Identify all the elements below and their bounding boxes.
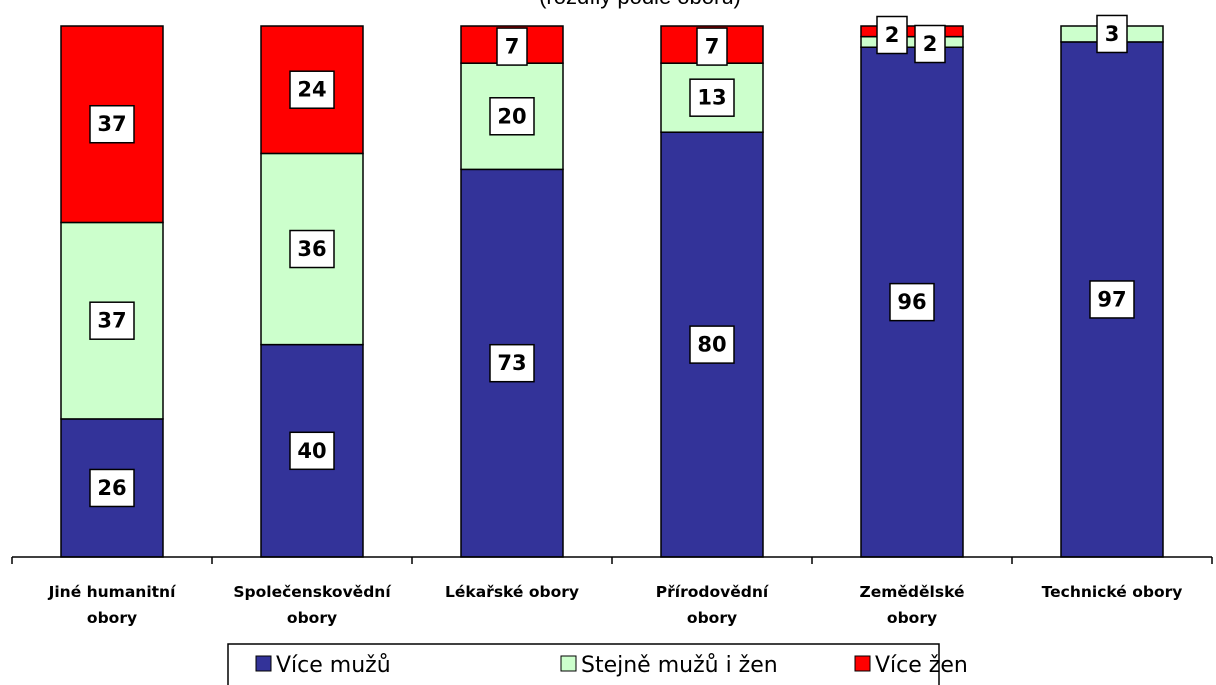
category-label: Společenskovědní [233,583,391,601]
legend-label: Více mužů [276,653,391,678]
data-label-box [1089,280,1135,319]
data-label: 37 [97,309,126,333]
data-label: 97 [1097,287,1126,311]
bar-segment [460,62,564,171]
category-label: Jiné humanitní [48,583,176,601]
data-label-box [89,301,135,340]
data-label-box [289,431,335,471]
legend-swatch [854,655,871,672]
legend-swatch [255,655,272,672]
data-label-box [489,343,535,383]
data-label-box [89,468,135,508]
legend-box [227,643,940,685]
data-label-box [876,15,908,55]
category-label: obory [87,609,137,627]
category-label: Přírodovědní [656,583,769,601]
category-label: obory [887,609,937,627]
category-label: Lékařské obory [445,583,579,601]
data-label: 2 [923,32,938,56]
data-label-box [914,24,946,64]
category-label: obory [687,609,737,627]
legend-swatch [560,655,577,672]
data-label: 7 [705,35,720,59]
category-label: Technické obory [1042,583,1183,601]
data-label-box [496,27,528,66]
data-label-box [689,78,735,117]
data-label: 7 [505,35,520,59]
data-label: 40 [297,439,326,463]
data-label-box [289,229,335,269]
data-label: 13 [697,86,726,110]
data-label-box [89,104,135,144]
data-label-box [1096,14,1128,54]
data-label-box [889,282,935,322]
data-labels-group: 26 37 37 40 36 24 73 20 7 80 13 7 96 22 97 3 [89,14,1135,508]
data-label-box [696,27,728,66]
legend-label: Více žen [875,653,968,678]
category-label: Zemědělské [860,583,965,601]
data-label: 36 [297,237,326,261]
legend: Více mužů Stejně mužů i žen Více žen [227,643,968,685]
data-label: 24 [297,78,326,102]
data-label-box [289,70,335,109]
data-label: 73 [497,351,526,375]
data-label-box [489,97,535,136]
data-label: 20 [497,104,526,128]
x-axis: Jiné humanitní obory Společenskovědní obory… [11,556,1213,627]
chart-subtitle: (rozdíly podle oborů) [539,0,741,9]
data-label: 26 [97,476,126,500]
bar-segment [860,25,964,38]
data-label: 80 [697,333,726,357]
data-label: 2 [885,23,900,47]
data-label: 37 [97,112,126,136]
bars-group [60,25,1164,558]
data-label-box [689,325,735,364]
legend-label: Stejně mužů i žen [581,653,778,678]
data-label: 96 [897,290,926,314]
data-label: 3 [1105,22,1120,46]
category-label: obory [287,609,337,627]
